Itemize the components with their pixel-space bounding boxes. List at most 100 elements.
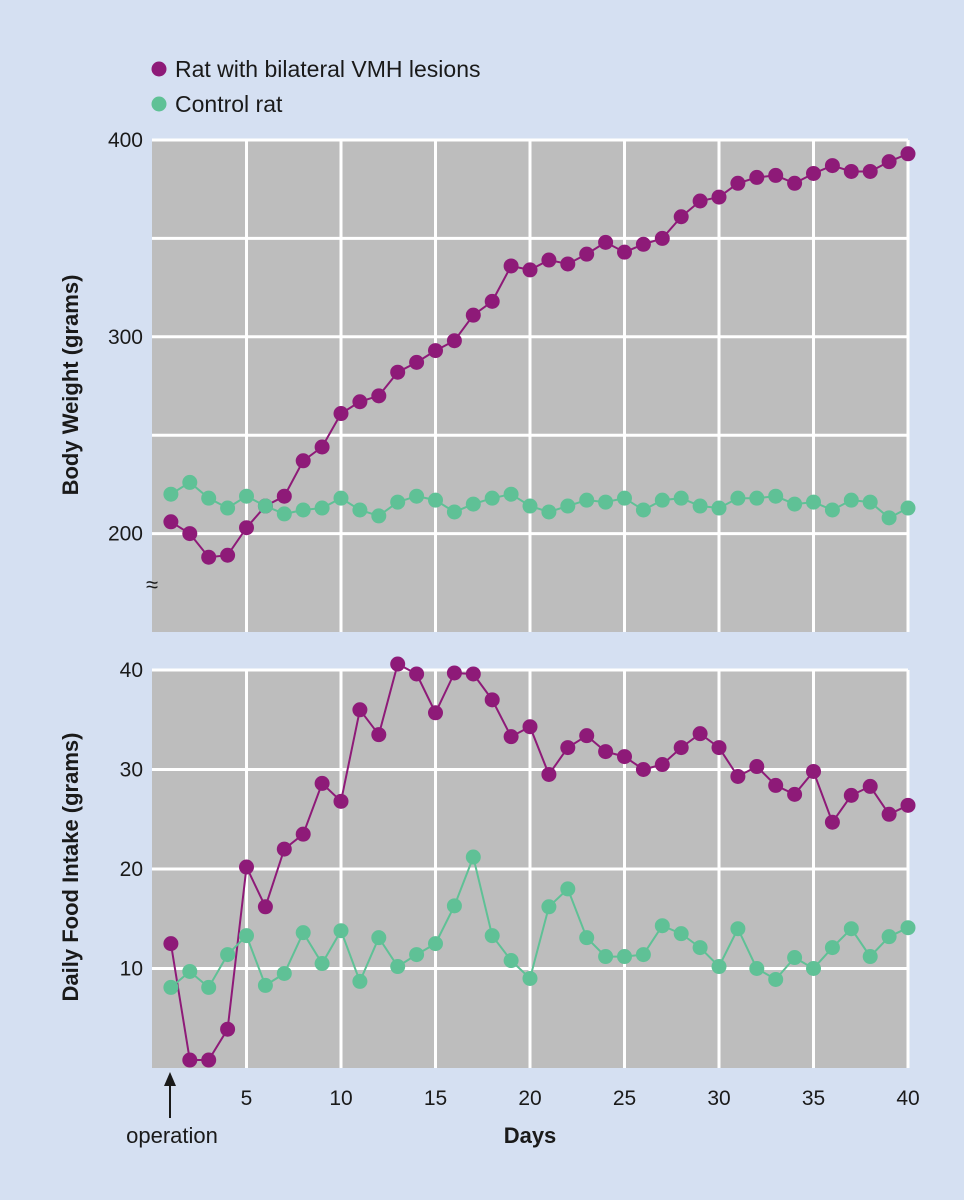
food-intake-x-tick-label: 5 [241, 1087, 253, 1110]
food-intake-control-point [787, 950, 803, 966]
food-intake-control-point [257, 977, 273, 993]
body-weight-vmh-point [390, 364, 406, 380]
food-intake-control-point [484, 928, 500, 944]
food-intake-vmh-point [503, 729, 519, 745]
food-intake-vmh-point [484, 692, 500, 708]
body-weight-control-point [314, 500, 330, 516]
body-weight-vmh-point [881, 154, 897, 170]
body-weight-control-point [484, 490, 500, 506]
food-intake-vmh-line [169, 662, 909, 1061]
food-intake-vmh-point [163, 936, 179, 952]
body-weight-vmh-point [768, 167, 784, 183]
body-weight-vmh-point [428, 343, 443, 359]
operation-marker: operation [126, 1072, 218, 1148]
food-intake-control-point [598, 949, 614, 965]
food-intake-vmh-point [768, 777, 784, 793]
body-weight-grid [152, 138, 910, 632]
food-intake-vmh-point [465, 666, 481, 682]
legend-marker-vmh [151, 61, 167, 77]
food-intake-vmh-point [352, 702, 368, 718]
body-weight-control-point [768, 488, 784, 504]
food-intake-vmh-point [843, 787, 859, 803]
body-weight-control-point [503, 486, 519, 502]
food-intake-control-point [654, 918, 670, 934]
operation-arrow-head [164, 1072, 176, 1086]
food-intake-vmh-point [881, 806, 897, 822]
body-weight-vmh-point [900, 146, 916, 162]
food-intake-vmh-point [673, 740, 689, 756]
food-intake-control-point [295, 925, 311, 941]
body-weight-control-point [163, 486, 179, 502]
food-intake-x-tick-label: 35 [802, 1087, 825, 1110]
body-weight-control-point [900, 500, 916, 516]
food-intake-control-line [170, 853, 909, 989]
body-weight-vmh-point [276, 488, 292, 504]
food-intake-control-point [371, 930, 387, 946]
food-intake-control-point [503, 953, 519, 969]
operation-label: operation [126, 1123, 218, 1148]
food-intake-vmh-point [333, 793, 349, 809]
body-weight-control-point [579, 492, 595, 508]
food-intake-vmh-point [579, 728, 595, 744]
body-weight-control-point [692, 498, 708, 514]
food-intake-control-point [749, 961, 765, 976]
food-intake-control-point [843, 921, 859, 937]
body-weight-control-point [541, 504, 557, 520]
body-weight-vmh-point [295, 453, 311, 469]
food-intake-control-point [617, 949, 632, 965]
food-intake-control-point [314, 956, 330, 972]
body-weight-control-point [371, 508, 387, 524]
body-weight-vmh-point [654, 230, 670, 246]
food-intake-control-point [862, 949, 878, 965]
food-intake-vmh-point [598, 744, 614, 760]
food-intake-vmh-point [220, 1021, 236, 1037]
food-intake-vmh-point [711, 740, 727, 756]
food-intake-chart: 10 20 30 40 5 10 15 20 25 30 35 40 Daily Food Intak… [58, 656, 920, 1148]
body-weight-y-tick-label: 200 [108, 523, 143, 546]
food-intake-vmh-point [635, 762, 651, 777]
body-weight-vmh-point [806, 165, 821, 181]
body-weight-control-point [862, 494, 878, 510]
body-weight-control-point [428, 492, 443, 508]
body-weight-vmh-point [465, 307, 481, 323]
body-weight-control-point [257, 498, 273, 514]
body-weight-vmh-point [673, 209, 689, 225]
food-intake-vmh-point [541, 766, 557, 782]
body-weight-vmh-point [541, 252, 557, 268]
body-weight-control-point [239, 488, 254, 504]
food-intake-control-point [352, 973, 368, 989]
body-weight-control-point [787, 496, 803, 512]
body-weight-control-point [673, 490, 689, 506]
food-intake-control-point [239, 928, 254, 944]
food-intake-vmh-point [390, 656, 406, 672]
body-weight-vmh-point [843, 163, 859, 179]
body-weight-vmh-point [824, 158, 840, 174]
food-intake-vmh-point [560, 740, 576, 756]
food-intake-vmh-point [314, 775, 330, 791]
body-weight-vmh-point [787, 175, 803, 191]
legend-label-vmh: Rat with bilateral VMH lesions [175, 56, 481, 82]
food-intake-vmh-point [900, 797, 916, 813]
body-weight-vmh-point [862, 163, 878, 179]
body-weight-control-point [711, 500, 727, 516]
food-intake-vmh-point [654, 757, 670, 773]
axis-break-symbol: ≈ [146, 572, 158, 597]
body-weight-vmh-point [446, 333, 462, 349]
food-intake-control-point [673, 926, 689, 942]
body-weight-vmh-point [314, 439, 330, 455]
body-weight-control-point [352, 502, 368, 518]
body-weight-vmh-point [522, 262, 538, 278]
body-weight-y-tick-label: 400 [108, 129, 143, 152]
food-intake-vmh-point [182, 1052, 198, 1068]
food-intake-x-tick-label: 15 [424, 1087, 447, 1110]
body-weight-control-point [276, 506, 292, 522]
food-intake-vmh-point [787, 786, 803, 802]
body-weight-vmh-point [730, 175, 746, 191]
food-intake-x-tick-label: 40 [896, 1087, 919, 1110]
body-weight-vmh-point [749, 169, 765, 185]
body-weight-control-point [617, 490, 632, 506]
body-weight-control-point [220, 500, 236, 516]
body-weight-control-point [806, 494, 821, 510]
body-weight-control-point [824, 502, 840, 518]
food-intake-y-tick-label: 10 [120, 958, 143, 981]
